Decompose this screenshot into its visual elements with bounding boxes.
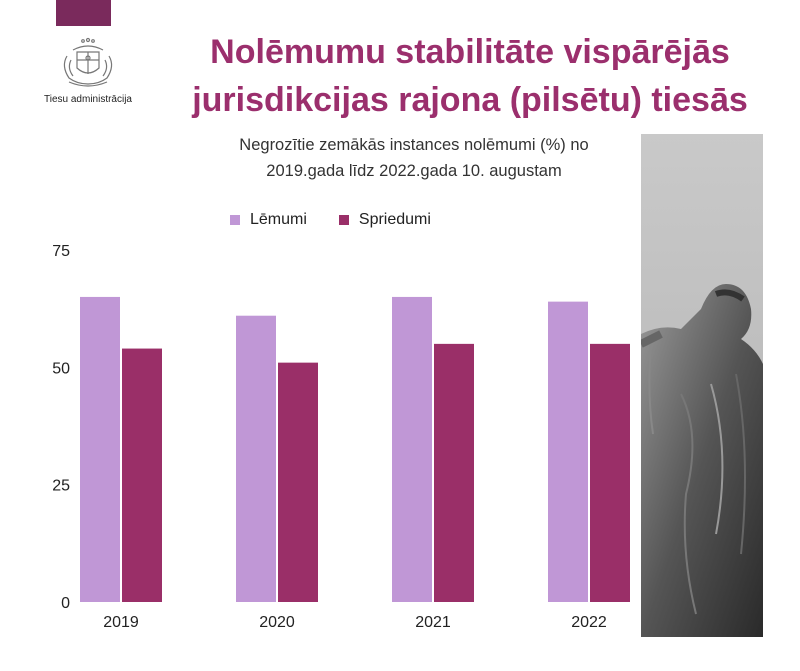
bar-lemumi-2019 [80, 296, 120, 602]
legend-item-spriedumi: Spriedumi [338, 211, 431, 229]
bar-spriedumi-2021 [434, 343, 474, 602]
logo: Tiesu administrācija [40, 36, 136, 105]
bar-spriedumi-2022 [590, 343, 630, 602]
x-tick-label: 2021 [415, 614, 451, 631]
bar-spriedumi-2019 [122, 348, 162, 602]
legend-swatch-lemumi [230, 215, 240, 225]
page-title: Nolēmumu stabilitāte vispārējās jurisdik… [170, 28, 770, 124]
chart-legend: Lēmumi Spriedumi [230, 209, 463, 231]
x-tick-label: 2022 [571, 614, 607, 631]
x-tick-label: 2020 [259, 614, 295, 631]
org-name: Tiesu administrācija [44, 94, 132, 105]
y-tick-label: 75 [52, 243, 70, 260]
legend-label-lemumi: Lēmumi [250, 211, 307, 228]
subtitle-line-2: 2019.gada līdz 2022.gada 10. augustam [266, 162, 562, 180]
chart-subtitle: Negrozītie zemākās instances nolēmumi (%… [196, 132, 632, 184]
x-tick-label: 2019 [103, 614, 139, 631]
y-tick-label: 25 [52, 478, 70, 495]
subtitle-line-1: Negrozītie zemākās instances nolēmumi (%… [239, 136, 589, 154]
legend-label-spriedumi: Spriedumi [358, 211, 431, 228]
lady-justice-image [641, 134, 763, 637]
title-line-2: jurisdikcijas rajona (pilsētu) tiesās [192, 81, 748, 119]
legend-swatch-spriedumi [338, 215, 349, 225]
bar-lemumi-2021 [392, 296, 432, 602]
y-tick-label: 0 [61, 595, 70, 612]
bar-chart: 0 25 50 75 2019 2020 2021 2022 [52, 243, 630, 631]
coat-of-arms-icon [63, 37, 113, 87]
bar-lemumi-2022 [548, 301, 588, 602]
bar-spriedumi-2020 [278, 362, 318, 602]
bar-lemumi-2020 [236, 315, 276, 602]
legend-item-lemumi: Lēmumi [230, 211, 307, 229]
y-tick-label: 50 [52, 360, 70, 377]
brand-band [56, 0, 111, 26]
title-line-1: Nolēmumu stabilitāte vispārējās [210, 33, 730, 71]
